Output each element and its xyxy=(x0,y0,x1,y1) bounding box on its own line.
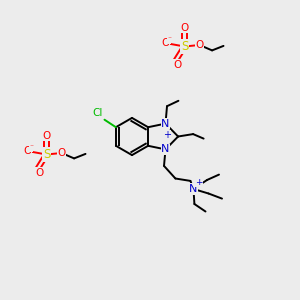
Text: N: N xyxy=(161,144,170,154)
Text: +: + xyxy=(163,130,171,140)
Text: N: N xyxy=(161,118,170,129)
Text: +: + xyxy=(195,178,203,187)
Text: O: O xyxy=(195,40,204,50)
Text: O: O xyxy=(57,148,66,158)
Text: ⁻: ⁻ xyxy=(167,34,171,43)
Text: N: N xyxy=(189,184,198,194)
Text: O: O xyxy=(42,130,51,141)
Text: S: S xyxy=(181,40,188,53)
Text: O: O xyxy=(35,167,43,178)
Text: O: O xyxy=(180,22,189,33)
Text: O: O xyxy=(173,59,181,70)
Text: S: S xyxy=(43,148,50,161)
Text: ⁻: ⁻ xyxy=(29,142,33,151)
Text: Cl: Cl xyxy=(93,108,103,118)
Text: O: O xyxy=(23,146,31,156)
Text: O: O xyxy=(161,38,169,48)
